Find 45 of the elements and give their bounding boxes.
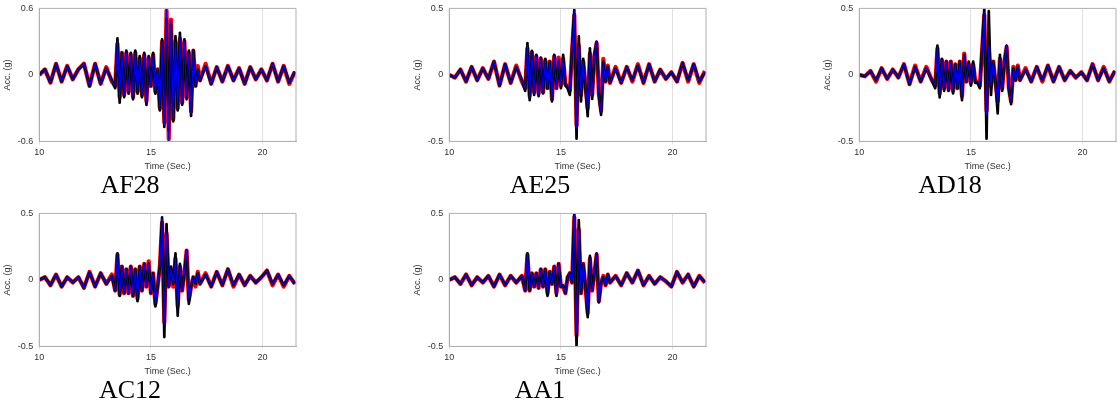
y-tick-label: -0.5: [427, 135, 444, 146]
x-tick-label: 20: [667, 147, 678, 158]
y-tick-label: -0.5: [427, 340, 444, 351]
text: AF28: [99, 170, 161, 200]
x-tick-label: 10: [34, 352, 45, 363]
x-tick-label: 15: [965, 147, 976, 158]
y-tick-label: 0: [848, 69, 854, 80]
x-tick-label: 20: [257, 352, 268, 363]
y-axis-title: Acc. (g): [821, 59, 832, 91]
y-tick-label: -0.5: [17, 340, 34, 351]
y-axis-title: Acc. (g): [411, 59, 422, 91]
text: AE25: [508, 170, 572, 200]
text: AA1: [513, 375, 567, 405]
x-tick-label: 10: [444, 352, 455, 363]
y-tick-label: 0: [438, 274, 444, 285]
y-axis-title: Acc. (g): [1, 264, 12, 296]
x-tick-label: 15: [145, 147, 156, 158]
y-axis-title: Acc. (g): [411, 264, 422, 296]
x-axis-title: Time (Sec.): [144, 161, 191, 172]
x-tick-label: 15: [555, 352, 566, 363]
y-tick-label: 0.5: [430, 207, 444, 218]
y-tick-label: 0: [28, 274, 34, 285]
x-axis-title: Time (Sec.): [554, 161, 601, 172]
x-tick-label: 20: [257, 147, 268, 158]
text: AD18: [917, 170, 983, 200]
y-tick-label: 0.5: [840, 2, 854, 13]
x-tick-label: 10: [444, 147, 455, 158]
y-tick-label: 0.5: [20, 207, 34, 218]
y-tick-label: 0: [438, 69, 444, 80]
x-tick-label: 20: [667, 352, 678, 363]
x-tick-label: 10: [34, 147, 45, 158]
y-tick-label: -0.6: [17, 135, 34, 146]
y-tick-label: 0: [28, 69, 34, 80]
x-tick-label: 10: [854, 147, 865, 158]
text: AC12: [97, 375, 163, 405]
x-tick-label: 15: [555, 147, 566, 158]
x-axis-title: Time (Sec.): [964, 161, 1011, 172]
y-axis-title: Acc. (g): [1, 59, 12, 91]
y-tick-label: -0.5: [837, 135, 854, 146]
x-axis-title: Time (Sec.): [144, 366, 191, 377]
y-tick-label: 0.6: [20, 2, 34, 13]
x-tick-label: 20: [1077, 147, 1088, 158]
x-tick-label: 15: [145, 352, 156, 363]
y-tick-label: 0.5: [430, 2, 444, 13]
x-axis-title: Time (Sec.): [554, 366, 601, 377]
